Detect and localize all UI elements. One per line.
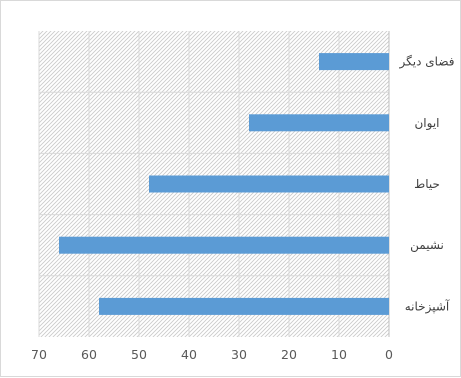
category-label: فضای دیگر <box>399 55 455 70</box>
bar-5 <box>99 297 389 315</box>
x-tick-label: 20 <box>281 347 297 362</box>
x-tick-label: 60 <box>81 347 97 362</box>
x-tick-label: 50 <box>131 347 147 362</box>
category-label: حیاط <box>414 177 440 191</box>
x-tick-label: 70 <box>31 347 47 362</box>
bar-3 <box>149 175 389 193</box>
category-label: آشپزخانه <box>405 298 450 314</box>
bar-2 <box>249 114 389 132</box>
category-label: نشیمن <box>410 238 444 253</box>
x-tick-label: 30 <box>231 347 247 362</box>
x-tick-label: 40 <box>181 347 197 362</box>
x-tick-label: 0 <box>385 347 393 362</box>
category-label: ایوان <box>414 116 439 131</box>
x-tick-label: 10 <box>331 347 347 362</box>
category-labels: فضای دیگر ایوان حیاط نشیمن آشپزخانه <box>399 55 455 315</box>
bars <box>59 53 389 315</box>
bar-4 <box>59 236 389 254</box>
bar-1 <box>319 53 389 71</box>
x-axis-tick-labels: 0 10 20 30 40 50 60 70 <box>31 347 393 362</box>
